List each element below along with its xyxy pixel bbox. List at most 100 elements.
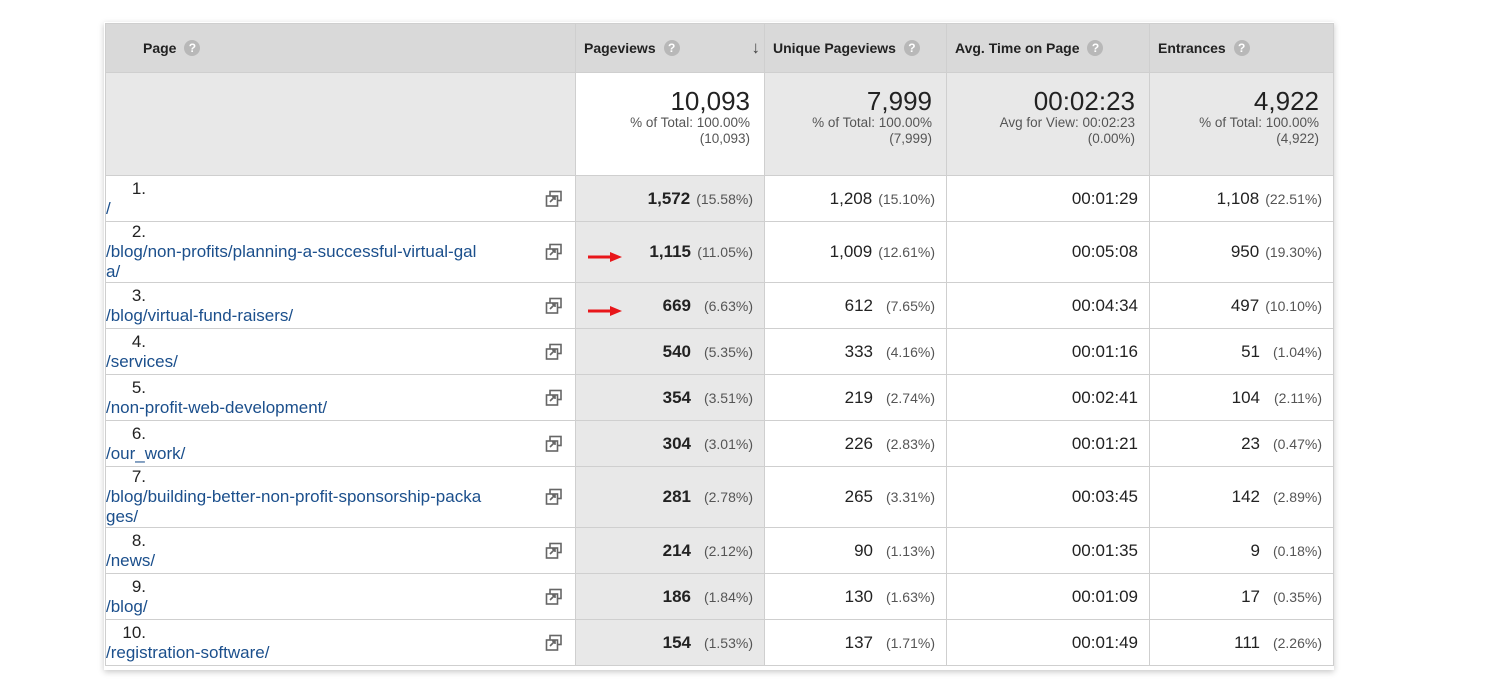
page-link[interactable]: /registration-software/ xyxy=(106,642,270,662)
row-index: 10. xyxy=(122,622,146,642)
avg-time-value: 00:01:09 xyxy=(1071,586,1138,606)
entrances-value: 23 xyxy=(1241,433,1260,453)
open-in-new-window-icon[interactable] xyxy=(545,542,563,560)
page-link[interactable]: / xyxy=(106,198,111,218)
page-link[interactable]: /our_work/ xyxy=(106,443,186,463)
unique-pageviews-value: 612 xyxy=(844,295,873,315)
open-in-new-window-icon[interactable] xyxy=(545,435,563,453)
pages-report-table: Page? Pageviews? ↓ Unique Pageviews? Avg… xyxy=(105,23,1334,666)
entrances-value: 17 xyxy=(1241,586,1260,606)
open-in-new-window-icon[interactable] xyxy=(545,634,563,652)
total-avg-time: 00:02:23 Avg for View: 00:02:23 (0.00%) xyxy=(946,72,1150,176)
entrances-percent: (0.35%) xyxy=(1272,588,1322,605)
red-arrow-icon xyxy=(588,301,622,316)
sort-descending-arrow-icon[interactable]: ↓ xyxy=(751,38,761,57)
avg-time-cell: 00:01:29 xyxy=(946,175,1150,222)
table-row: 6./our_work/304 (3.01%) 226 (2.83%) 00:01:21… xyxy=(105,420,1334,467)
total-unique-pageviews-count: (7,999) xyxy=(889,131,932,146)
total-avg-time-view: Avg for View: 00:02:23 xyxy=(999,115,1135,130)
row-index: 1. xyxy=(131,178,146,198)
unique-pageviews-value: 1,208 xyxy=(829,188,873,208)
entrances-value: 950 xyxy=(1230,242,1260,261)
entrances-value: 9 xyxy=(1250,540,1260,560)
avg-time-cell: 00:01:49 xyxy=(946,619,1150,666)
open-in-new-window-icon[interactable] xyxy=(545,297,563,315)
table-row: 7./blog/building-better-non-profit-spons… xyxy=(105,466,1334,528)
page-link[interactable]: /news/ xyxy=(106,550,156,570)
unique-pageviews-cell: 612 (7.65%) xyxy=(764,282,947,329)
avg-time-cell: 00:01:09 xyxy=(946,573,1150,620)
pageviews-value: 304 xyxy=(662,433,691,453)
pageviews-percent: (11.05%) xyxy=(697,244,753,260)
table-row: 2./blog/non-profits/planning-a-successfu… xyxy=(105,221,1334,283)
page-cell: 1. / xyxy=(105,175,576,222)
page-link[interactable]: /blog/non-profits/planning-a-successful-… xyxy=(106,242,477,281)
page-cell: 4./services/ xyxy=(105,328,576,375)
pageviews-value: 1,572 xyxy=(647,188,691,208)
entrances-value: 142 xyxy=(1231,487,1260,506)
entrances-percent: (2.11%) xyxy=(1274,389,1322,406)
header-row: Page? Pageviews? ↓ Unique Pageviews? Avg… xyxy=(105,23,1334,73)
unique-pageviews-percent: (2.83%) xyxy=(885,435,935,452)
page-link[interactable]: /non-profit-web-development/ xyxy=(106,397,328,417)
entrances-percent: (10.10%) xyxy=(1265,297,1322,314)
unique-pageviews-cell: 1,009 (12.61%) xyxy=(764,221,947,283)
question-mark-icon[interactable]: ? xyxy=(663,40,680,56)
unique-pageviews-cell: 265 (3.31%) xyxy=(764,466,947,528)
unique-pageviews-value: 130 xyxy=(844,586,873,606)
entrances-value: 497 xyxy=(1230,295,1260,315)
entrances-percent: (0.47%) xyxy=(1272,435,1322,452)
page-cell: 8./news/ xyxy=(105,527,576,574)
pageviews-percent: (5.35%) xyxy=(703,343,753,360)
question-mark-icon[interactable]: ? xyxy=(903,40,920,56)
open-in-new-window-icon[interactable] xyxy=(545,343,563,361)
table-row: 4./services/540 (5.35%) 333 (4.16%) 00:01:16… xyxy=(105,328,1334,375)
page-cell: 6./our_work/ xyxy=(105,420,576,467)
entrances-cell: 17 (0.35%) xyxy=(1149,573,1334,620)
column-header-pageviews[interactable]: Pageviews? ↓ xyxy=(575,23,765,73)
page-link[interactable]: /blog/ xyxy=(106,596,148,616)
entrances-percent: (19.30%) xyxy=(1265,244,1322,260)
open-in-new-window-icon[interactable] xyxy=(545,588,563,606)
open-in-new-window-icon[interactable] xyxy=(545,243,563,261)
column-header-unique-pageviews[interactable]: Unique Pageviews? xyxy=(764,23,947,73)
unique-pageviews-value: 265 xyxy=(844,487,873,506)
column-header-entrances-label: Entrances xyxy=(1158,40,1226,56)
page-cell: 7./blog/building-better-non-profit-spons… xyxy=(105,466,576,528)
page-link[interactable]: /blog/virtual-fund-raisers/ xyxy=(106,305,294,325)
question-mark-icon[interactable]: ? xyxy=(1087,40,1104,56)
page-cell: 9./blog/ xyxy=(105,573,576,620)
open-in-new-window-icon[interactable] xyxy=(545,190,563,208)
total-entrances-percent: % of Total: 100.00% xyxy=(1199,115,1319,130)
entrances-percent: (0.18%) xyxy=(1272,542,1322,559)
row-index: 8. xyxy=(131,530,146,550)
total-pageviews: 10,093 % of Total: 100.00% (10,093) xyxy=(575,72,765,176)
total-pageviews-value: 10,093 xyxy=(670,86,750,116)
question-mark-icon[interactable]: ? xyxy=(1233,40,1250,56)
page-cell: 10./registration-software/ xyxy=(105,619,576,666)
entrances-percent: (2.26%) xyxy=(1272,634,1322,651)
open-in-new-window-icon[interactable] xyxy=(545,488,563,506)
pageviews-cell: 186 (1.84%) xyxy=(575,573,765,620)
unique-pageviews-percent: (1.13%) xyxy=(885,542,935,559)
column-header-avg-time[interactable]: Avg. Time on Page? xyxy=(946,23,1150,73)
avg-time-cell: 00:01:21 xyxy=(946,420,1150,467)
page-link[interactable]: /services/ xyxy=(106,351,178,371)
pageviews-percent: (3.01%) xyxy=(703,435,753,452)
avg-time-cell: 00:04:34 xyxy=(946,282,1150,329)
open-in-new-window-icon[interactable] xyxy=(545,389,563,407)
page-link[interactable]: /blog/building-better-non-profit-sponsor… xyxy=(106,487,482,526)
avg-time-value: 00:01:35 xyxy=(1071,540,1138,560)
question-mark-icon[interactable]: ? xyxy=(184,40,201,56)
page-cell: 5./non-profit-web-development/ xyxy=(105,374,576,421)
unique-pageviews-cell: 226 (2.83%) xyxy=(764,420,947,467)
entrances-cell: 51 (1.04%) xyxy=(1149,328,1334,375)
row-index: 4. xyxy=(131,331,146,351)
pageviews-cell: 304 (3.01%) xyxy=(575,420,765,467)
pageviews-value: 1,115 xyxy=(649,242,691,261)
table-row: 3./blog/virtual-fund-raisers/669 (6.63%) 6… xyxy=(105,282,1334,329)
column-header-page[interactable]: Page? xyxy=(105,23,576,73)
pageviews-percent: (2.12%) xyxy=(703,542,753,559)
column-header-entrances[interactable]: Entrances? xyxy=(1149,23,1334,73)
total-pageviews-count: (10,093) xyxy=(699,131,750,146)
